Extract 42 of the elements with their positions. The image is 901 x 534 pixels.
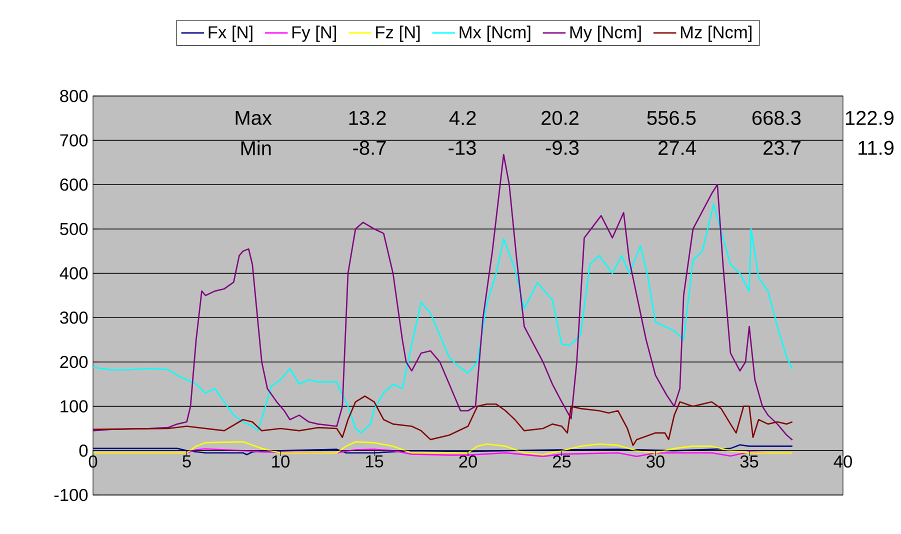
x-tick-label: 5 — [182, 455, 191, 468]
text: 122.9 — [846, 110, 894, 126]
legend-label: Fx [N] — [208, 26, 252, 42]
y-tick-label: 100 — [60, 400, 88, 412]
legend-label: Mx [Ncm] — [460, 26, 530, 42]
y-tick-label: 800 — [60, 90, 88, 102]
line-series — [92, 444, 794, 456]
annotation: -8.7 — [353, 140, 386, 155]
x-tick-label: 0 — [88, 455, 98, 468]
y-tick-label: -100 — [54, 488, 88, 502]
y-tick-label: 500 — [60, 222, 88, 236]
line-series — [92, 441, 794, 456]
y-tick-label: 400 — [60, 267, 88, 280]
annotation: 27.4 — [658, 140, 696, 155]
annotation: 556.5 — [647, 110, 696, 126]
legend-label: My [Ncm] — [570, 26, 641, 42]
x-tick-label: 10 — [272, 455, 290, 468]
y-tick-label: 200 — [60, 356, 88, 368]
x-tick-label: 15 — [366, 455, 384, 468]
annotation: 13.2 — [349, 110, 386, 126]
x-tick-label: 25 — [552, 455, 571, 468]
x-tick-label: 30 — [646, 455, 664, 468]
annotation: Max — [236, 110, 272, 125]
legend-label: Mz [Ncm] — [680, 26, 752, 42]
annotation: 668.3 — [752, 110, 801, 126]
x-tick-label: 20 — [459, 455, 477, 468]
annotation: 20.2 — [542, 110, 578, 126]
y-tick-label: 300 — [60, 312, 88, 324]
annotation: -13 — [448, 140, 476, 155]
legend-label: Fz [N] — [376, 26, 420, 42]
y-tick-label: 0 — [79, 444, 88, 457]
y-tick-label: 700 — [60, 134, 88, 146]
annotation: 4.2 — [449, 110, 476, 125]
annotation: -9.3 — [546, 140, 579, 155]
y-tick-label: 600 — [60, 178, 88, 191]
annotation: Min — [241, 140, 271, 156]
legend-label: Fy [N] — [292, 26, 336, 42]
x-tick-label: 40 — [834, 455, 852, 468]
text: 11.9 — [858, 140, 894, 155]
annotation: 23.7 — [764, 140, 800, 155]
line-series — [92, 204, 794, 434]
x-tick-label: 35 — [740, 455, 758, 468]
